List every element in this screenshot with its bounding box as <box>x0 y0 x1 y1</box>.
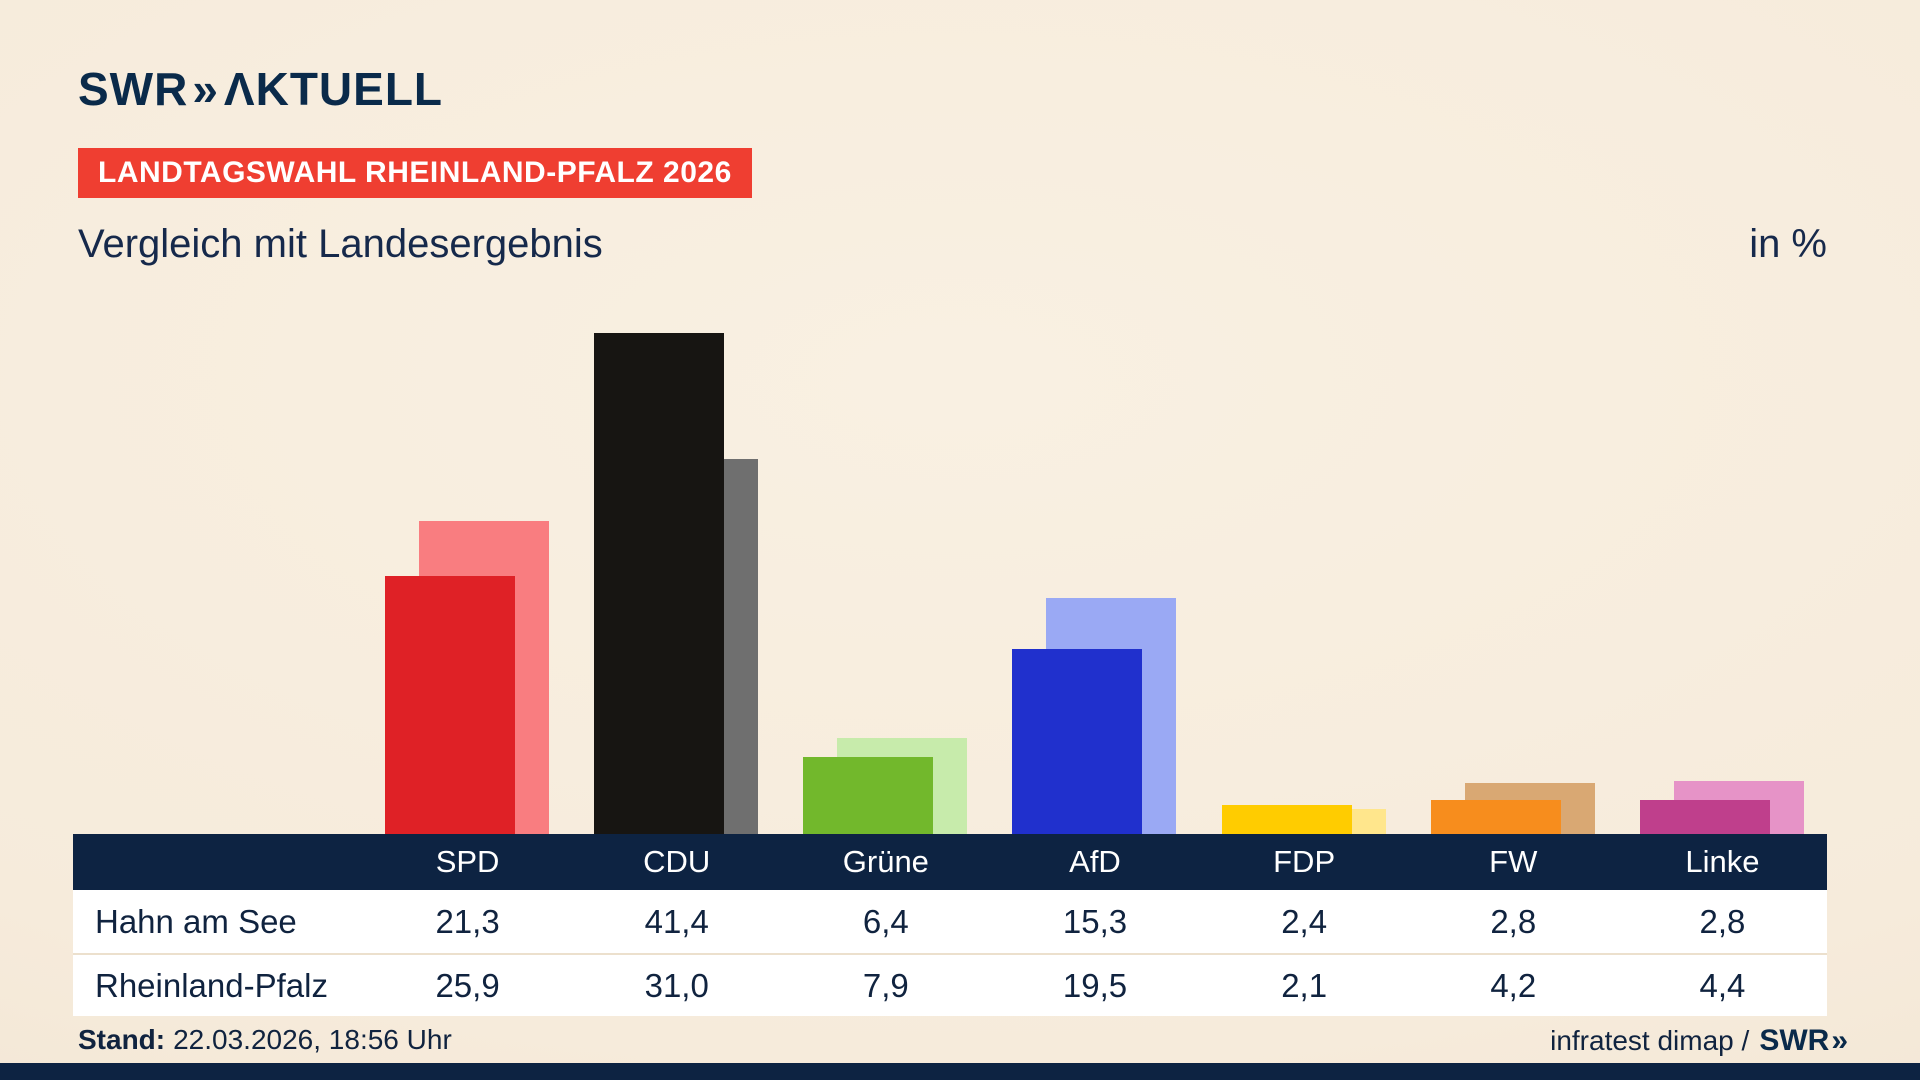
bar-group-Grüne <box>781 314 990 834</box>
column-header-AfD: AfD <box>1069 844 1121 879</box>
bar-hahn-am-see-SPD <box>385 576 515 834</box>
value-cell-FW: 4,2 <box>1490 966 1537 1004</box>
table-header-row: SPD CDU Grüne AfD FDP FW Linke <box>73 834 1827 890</box>
value-cell-SPD: 21,3 <box>435 902 500 940</box>
value-cell-Linke: 4,4 <box>1699 966 1746 1004</box>
value-cell-FDP: 2,4 <box>1281 902 1328 940</box>
bar-group-AfD <box>990 314 1199 834</box>
swr-logo-small: SWR » <box>1759 1024 1848 1058</box>
value-cell-Grüne: 6,4 <box>862 902 909 940</box>
bar-group-CDU <box>572 314 781 834</box>
column-header-FDP: FDP <box>1273 844 1336 879</box>
stand-value: 22.03.2026, 18:56 Uhr <box>173 1024 452 1055</box>
bar-hahn-am-see-AfD <box>1012 649 1143 834</box>
bar-group-FDP <box>1200 314 1409 834</box>
column-header-CDU: CDU <box>643 844 711 879</box>
bar-chart <box>363 314 1827 834</box>
bar-group-Linke <box>1618 314 1827 834</box>
column-header-Linke: Linke <box>1685 844 1760 879</box>
stand-label: Stand: <box>78 1024 166 1055</box>
value-cell-Linke: 2,8 <box>1699 902 1746 940</box>
row-label: Hahn am See <box>95 902 297 940</box>
value-cell-FW: 2,8 <box>1490 902 1537 940</box>
election-badge: LANDTAGSWAHL RHEINLAND-PFALZ 2026 <box>78 148 752 198</box>
value-cell-AfD: 15,3 <box>1062 902 1128 940</box>
source-brand-text: SWR <box>1759 1024 1830 1057</box>
value-cell-CDU: 41,4 <box>644 902 709 940</box>
results-table: SPD CDU Grüne AfD FDP FW Linke Hahn am See 21,3 4… <box>73 834 1827 1016</box>
column-header-FW: FW <box>1489 844 1538 879</box>
logo-aktuell-text: ΛKTUELL <box>223 63 444 115</box>
bar-hahn-am-see-FDP <box>1221 805 1352 834</box>
bar-group-FW <box>1409 314 1618 834</box>
value-cell-SPD: 25,9 <box>435 966 500 1004</box>
row-label: Rheinland-Pfalz <box>95 966 328 1004</box>
value-cell-Grüne: 7,9 <box>862 966 909 1004</box>
unit-label: in % <box>1749 222 1827 266</box>
bar-group-SPD <box>363 314 572 834</box>
bar-hahn-am-see-Grüne <box>803 757 934 834</box>
value-cell-AfD: 19,5 <box>1062 966 1128 1004</box>
value-cell-FDP: 2,1 <box>1281 966 1328 1004</box>
bar-hahn-am-see-Linke <box>1639 800 1770 834</box>
bar-hahn-am-see-FW <box>1430 800 1561 834</box>
chart-title: Vergleich mit Landesergebnis <box>78 222 603 266</box>
timestamp: Stand: 22.03.2026, 18:56 Uhr <box>78 1024 452 1056</box>
source-credit: infratest dimap / SWR » <box>1550 1024 1848 1058</box>
swr-aktuell-logo: SWR » ΛKTUELL <box>78 62 443 116</box>
table-row-rheinland-pfalz: Rheinland-Pfalz 25,9 31,0 7,9 19,5 2,1 4,2 4,4 <box>73 953 1827 1016</box>
column-header-SPD: SPD <box>435 844 500 879</box>
source-text: infratest dimap / <box>1550 1025 1750 1056</box>
bottom-accent-bar <box>0 1063 1920 1080</box>
table-row-hahn-am-see: Hahn am See 21,3 41,4 6,4 15,3 2,4 2,8 2,8 <box>73 890 1827 953</box>
value-cell-CDU: 31,0 <box>644 966 709 1004</box>
logo-chevrons-icon: » <box>1831 1024 1848 1057</box>
column-header-Grüne: Grüne <box>842 844 929 879</box>
logo-swr-text: SWR <box>78 63 189 115</box>
bar-hahn-am-see-CDU <box>594 333 725 834</box>
table-header-empty-cell <box>73 834 363 890</box>
logo-chevrons-icon: » <box>192 63 218 115</box>
